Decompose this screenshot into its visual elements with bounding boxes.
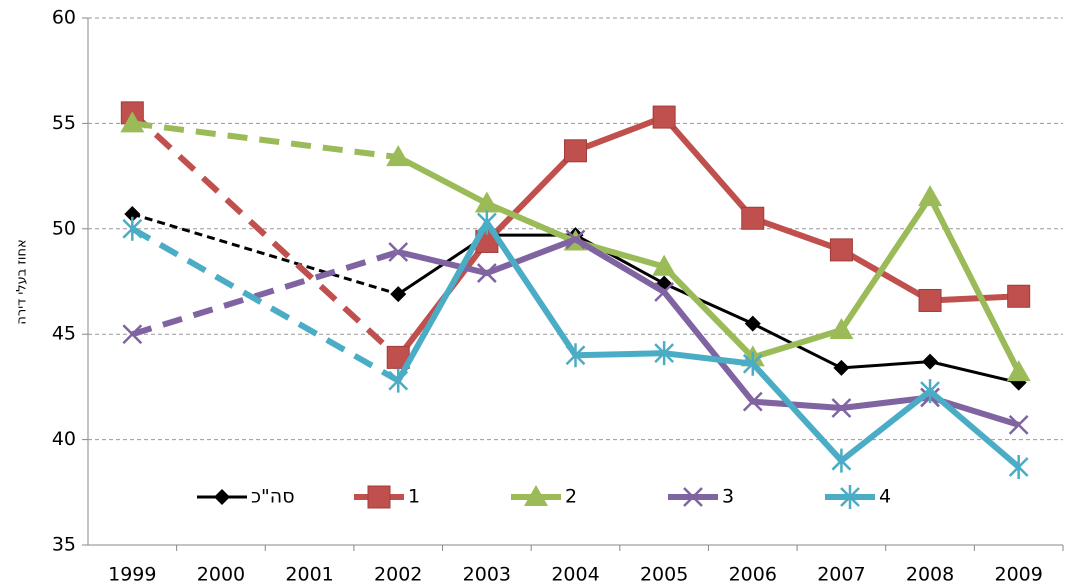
data-point: [918, 288, 942, 312]
data-point: [1006, 360, 1031, 382]
data-point: [476, 210, 497, 235]
data-point: [831, 398, 852, 418]
data-point: [1008, 414, 1029, 435]
data-point: [652, 105, 676, 129]
x-tick-label: 1999: [108, 564, 156, 586]
data-point: [390, 286, 407, 303]
data-point: [120, 111, 145, 133]
legend-item: סה"כ: [197, 486, 295, 508]
data-point: [654, 282, 675, 302]
y-axis-title: אחוז בעלי דירה: [15, 239, 30, 324]
x-tick-label: 2001: [285, 564, 333, 586]
data-point: [741, 206, 765, 230]
series: [120, 111, 1031, 382]
data-point: [1008, 455, 1029, 480]
data-point: [122, 216, 143, 241]
x-tick-label: 2006: [729, 564, 777, 586]
legend-marker: [367, 485, 391, 509]
y-tick-label: 60: [52, 7, 76, 29]
series: [124, 206, 1027, 391]
legend-label: 1: [408, 486, 420, 508]
data-point: [920, 379, 940, 404]
gap-bridge: [130, 110, 401, 360]
data-point: [829, 238, 853, 262]
data-point: [1007, 284, 1031, 308]
legend-item: 3: [668, 486, 734, 508]
y-tick-label: 40: [52, 428, 76, 450]
data-point: [918, 185, 943, 207]
x-tick-label: 2002: [374, 564, 422, 586]
legend-item: 2: [511, 485, 577, 508]
data-point: [388, 242, 409, 262]
legend-label: סה"כ: [251, 486, 295, 508]
data-point: [476, 263, 497, 283]
series-line: [396, 154, 1022, 374]
x-tick-label: 2005: [640, 564, 688, 586]
y-tick-label: 45: [52, 323, 76, 345]
y-tick-label: 55: [52, 112, 76, 134]
x-tick-label: 2004: [551, 564, 599, 586]
legend-label: 4: [879, 486, 891, 508]
legend-item: 4: [825, 485, 891, 509]
x-tick-label: 2003: [463, 564, 511, 586]
gap-bridge: [131, 249, 400, 338]
data-point: [565, 229, 586, 250]
legend-marker: [214, 489, 230, 505]
data-point: [124, 206, 141, 223]
series: [122, 229, 1029, 435]
data-point: [652, 254, 677, 276]
legend-label: 3: [722, 486, 734, 508]
series-line: [397, 233, 1020, 385]
data-point: [829, 317, 854, 339]
data-point: [744, 315, 761, 332]
x-tick-label: 2009: [995, 564, 1043, 586]
y-tick-label: 35: [52, 534, 76, 556]
gap-bridge: [130, 226, 400, 384]
legend-item: 1: [354, 485, 420, 509]
gap-bridge: [131, 120, 399, 161]
y-tick-label: 50: [52, 217, 76, 239]
data-point: [388, 368, 409, 393]
legend-marker: [840, 485, 860, 509]
x-tick-label: 2008: [906, 564, 954, 586]
legend-label: 2: [565, 486, 577, 508]
data-point: [831, 448, 852, 473]
data-point: [742, 391, 763, 412]
data-point: [833, 359, 850, 376]
data-point: [654, 341, 675, 366]
x-tick-label: 2007: [817, 564, 865, 586]
data-point: [742, 351, 763, 376]
data-point: [922, 353, 939, 370]
series-line: [395, 114, 1019, 360]
series: [122, 210, 1029, 480]
data-point: [565, 343, 586, 368]
series: [120, 101, 1031, 369]
legend-marker: [524, 485, 548, 506]
data-point: [564, 139, 587, 163]
data-point: [386, 145, 411, 167]
series-line: [395, 219, 1021, 470]
legend-marker: [683, 487, 703, 507]
x-tick-label: 2000: [197, 564, 245, 586]
data-point: [122, 324, 143, 345]
data-point: [474, 191, 499, 213]
gap-bridge: [131, 212, 399, 296]
